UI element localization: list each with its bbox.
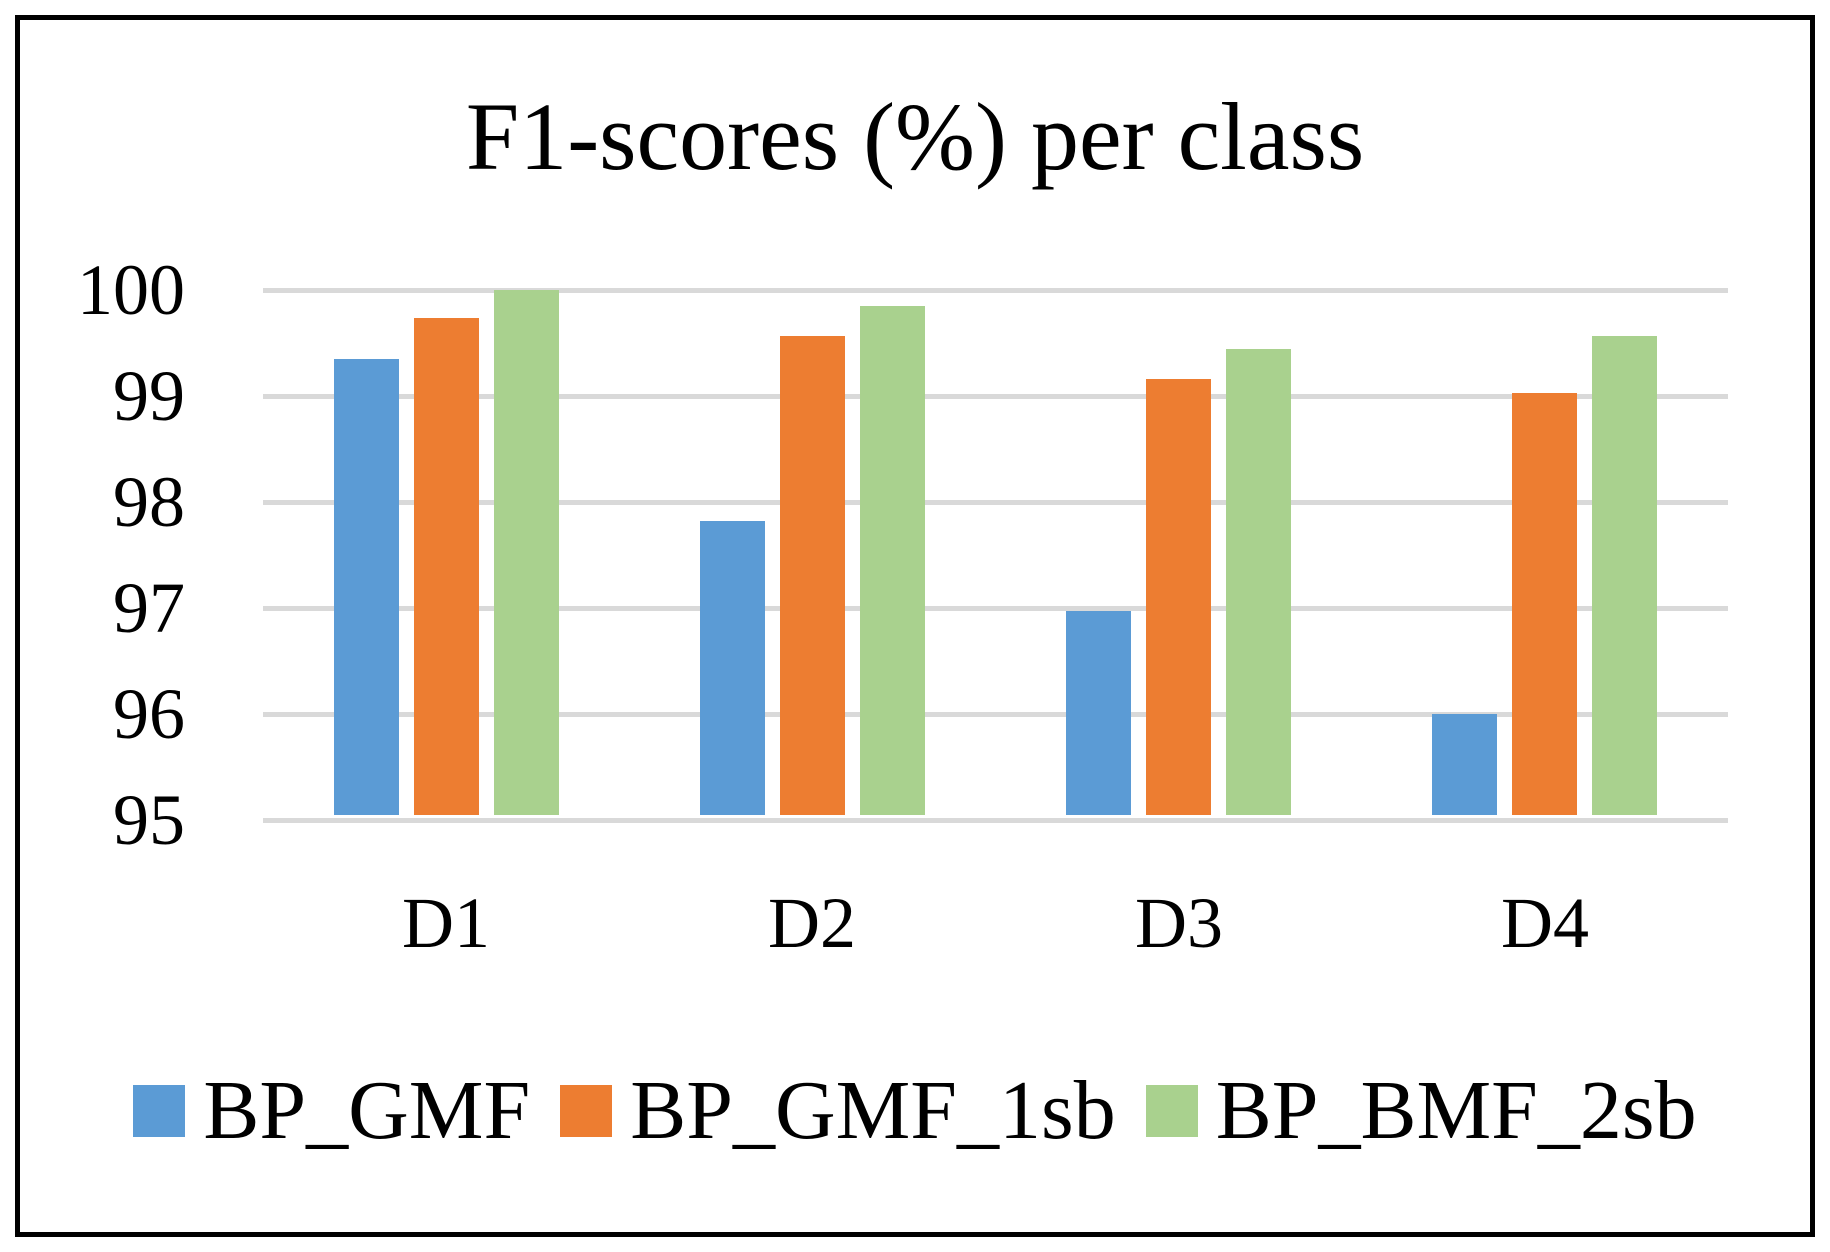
x-tick-label-d3: D3 (1135, 883, 1223, 963)
bar-D4-BP_GMF_1sb (1512, 393, 1577, 815)
y-tick-label-99: 99 (113, 356, 185, 436)
bar-D3-BP_GMF (1066, 611, 1131, 815)
legend-item-bp-bmf-2sb: BP_BMF_2sb (1145, 1056, 1697, 1166)
y-tick-label-98: 98 (113, 462, 185, 542)
legend: BP_GMF BP_GMF_1sb BP_BMF_2sb (0, 1056, 1830, 1166)
x-tick-label-d1: D1 (402, 883, 490, 963)
bar-D1-BP_GMF (334, 359, 399, 815)
gridline-96 (263, 712, 1728, 717)
legend-swatch-icon (1145, 1085, 1198, 1137)
bar-D2-BP_GMF_1sb (780, 336, 845, 815)
gridline-98 (263, 500, 1728, 505)
bar-D1-BP_GMF_1sb (414, 318, 479, 815)
gridline-99 (263, 394, 1728, 399)
gridline-100 (263, 288, 1728, 293)
bar-D4-BP_BMF_2sb (1592, 336, 1657, 815)
bar-D2-BP_BMF_2sb (860, 306, 925, 815)
legend-swatch-icon (133, 1085, 186, 1137)
y-tick-label-96: 96 (113, 674, 185, 754)
legend-swatch-icon (560, 1085, 613, 1137)
bar-D3-BP_GMF_1sb (1146, 379, 1211, 815)
legend-label: BP_BMF_2sb (1215, 1064, 1697, 1157)
gridline-97 (263, 606, 1728, 611)
y-tick-label-95: 95 (113, 780, 185, 860)
chart-title: F1-scores (%) per class (465, 83, 1365, 190)
legend-label: BP_GMF_1sb (630, 1064, 1116, 1157)
bar-D3-BP_BMF_2sb (1226, 349, 1291, 815)
x-tick-label-d4: D4 (1501, 883, 1589, 963)
legend-item-bp-gmf-1sb: BP_GMF_1sb (560, 1056, 1116, 1166)
bar-D2-BP_GMF (700, 521, 765, 815)
y-tick-label-97: 97 (113, 568, 185, 648)
plot-area (263, 288, 1728, 823)
x-axis: D1 D2 D3 D4 (0, 878, 1830, 968)
y-tick-label-100: 100 (77, 250, 185, 330)
bar-D4-BP_GMF (1432, 714, 1497, 815)
x-tick-label-d2: D2 (768, 883, 856, 963)
gridline-95 (263, 818, 1728, 823)
legend-item-bp-gmf: BP_GMF (133, 1056, 530, 1166)
bar-D1-BP_BMF_2sb (494, 290, 559, 815)
legend-label: BP_GMF (203, 1064, 531, 1157)
